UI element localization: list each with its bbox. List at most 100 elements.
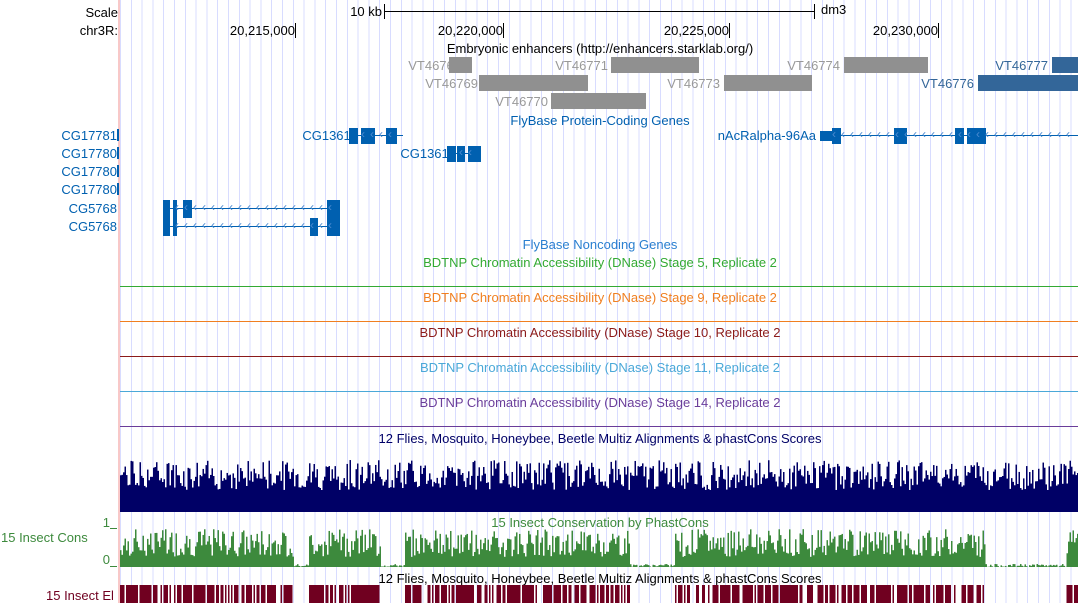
noncoding-track-title[interactable]: FlyBase Noncoding Genes — [522, 237, 678, 252]
cons-bar — [1056, 564, 1058, 567]
cons-bar — [672, 566, 674, 567]
multiz-bar — [249, 480, 251, 512]
cons-bar — [535, 535, 537, 567]
cons-bar — [978, 536, 980, 567]
cons-bar — [610, 540, 612, 567]
cons-bar — [241, 532, 243, 567]
multiz-bar — [900, 486, 902, 512]
elements-track-title[interactable]: 12 Flies, Mosquito, Honeybee, Beetle Mul… — [378, 571, 822, 586]
multiz-bar — [285, 464, 287, 512]
multiz-bar — [843, 488, 845, 512]
element-bar — [627, 585, 629, 603]
element-bar — [976, 585, 978, 603]
element-bar — [727, 585, 729, 603]
strand-arrow: ‹ — [913, 127, 917, 141]
multiz-bar — [430, 479, 432, 512]
multiz-bar — [238, 481, 240, 512]
multiz-bar — [792, 472, 794, 512]
cons-bar — [261, 531, 263, 567]
multiz-bar — [561, 467, 563, 512]
cons-bar — [754, 547, 756, 567]
enhancer-feature[interactable] — [978, 75, 1078, 91]
element-bar — [310, 585, 312, 603]
cons-bar — [333, 534, 335, 567]
multiz-bar — [490, 461, 492, 512]
multiz-bar — [349, 460, 351, 512]
cons-bar — [556, 536, 558, 567]
element-bar — [492, 585, 494, 603]
multiz-bar — [1017, 483, 1019, 512]
enhancer-feature[interactable] — [479, 75, 588, 91]
element-bar — [799, 585, 801, 603]
element-bar — [621, 585, 623, 603]
cons-bar — [939, 556, 941, 567]
protein-genes-track-title[interactable]: FlyBase Protein-Coding Genes — [510, 113, 690, 128]
enhancer-feature[interactable] — [611, 57, 699, 73]
element-bar — [796, 585, 798, 603]
multiz-bar — [831, 473, 833, 512]
multiz-bar — [615, 460, 617, 512]
cons-track-title[interactable]: 15 Insect Conservation by PhastCons — [491, 515, 709, 530]
cons-bar — [571, 530, 573, 567]
multiz-bar — [507, 475, 509, 512]
element-bar — [315, 585, 317, 603]
gene-feature[interactable] — [117, 165, 119, 177]
cons-bar — [964, 543, 966, 567]
element-bar — [550, 585, 552, 603]
cons-bar — [564, 554, 566, 567]
cons-bar — [154, 532, 156, 567]
multiz-bar — [1060, 463, 1062, 512]
strand-arrow: ‹ — [229, 218, 233, 232]
multiz-bar — [958, 484, 960, 512]
element-bar — [150, 585, 152, 603]
multiz-bar — [1050, 486, 1052, 512]
cons-bar — [361, 529, 363, 567]
cons-bar — [588, 535, 590, 567]
multiz-bar — [721, 469, 723, 512]
multiz-track-title[interactable]: 12 Flies, Mosquito, Honeybee, Beetle Mul… — [378, 431, 822, 446]
enhancer-feature[interactable] — [1052, 57, 1078, 73]
multiz-bar — [223, 478, 225, 512]
cons-bar — [601, 556, 603, 567]
multiz-bar — [624, 466, 626, 512]
cons-bar — [525, 556, 527, 567]
multiz-bar — [553, 489, 555, 512]
multiz-bar — [750, 485, 752, 512]
element-bar — [732, 585, 734, 603]
multiz-bar — [771, 472, 773, 512]
multiz-bar — [340, 482, 342, 512]
gene-feature[interactable] — [117, 129, 119, 141]
enhancer-feature[interactable] — [551, 93, 646, 109]
cons-bar — [307, 565, 309, 567]
multiz-bar — [318, 486, 320, 512]
multiz-bar — [376, 472, 378, 512]
enhancers-track-title[interactable]: Embryonic enhancers (http://enhancers.st… — [446, 41, 754, 56]
cons-bar — [279, 554, 281, 567]
cons-bar — [891, 544, 893, 567]
cons-bar — [559, 554, 561, 567]
gene-feature[interactable] — [117, 183, 119, 195]
multiz-bar — [181, 485, 183, 512]
enhancer-feature[interactable] — [724, 75, 812, 91]
multiz-bar — [757, 485, 759, 512]
dnase-stage9-title[interactable]: BDTNP Chromatin Accessibility (DNase) St… — [423, 290, 777, 305]
element-bar — [261, 585, 263, 603]
cons-bar — [814, 549, 816, 567]
dnase-stage14-title[interactable]: BDTNP Chromatin Accessibility (DNase) St… — [419, 395, 781, 410]
dnase-stage10-title[interactable]: BDTNP Chromatin Accessibility (DNase) St… — [419, 325, 781, 340]
multiz-bar — [288, 471, 290, 512]
cons-bar — [768, 530, 770, 567]
element-bar — [316, 585, 318, 603]
enhancer-feature[interactable] — [844, 57, 928, 73]
cons-bar — [796, 552, 798, 567]
enhancer-feature[interactable] — [449, 57, 472, 73]
dnase-stage11-title[interactable]: BDTNP Chromatin Accessibility (DNase) St… — [419, 360, 781, 375]
dnase-stage5-title[interactable]: BDTNP Chromatin Accessibility (DNase) St… — [423, 255, 777, 270]
element-bar — [438, 585, 440, 603]
gene-feature[interactable] — [117, 147, 119, 159]
cons-bar — [1066, 553, 1068, 567]
multiz-bar — [372, 473, 374, 512]
multiz-bar — [255, 473, 257, 512]
element-bar — [589, 585, 591, 603]
